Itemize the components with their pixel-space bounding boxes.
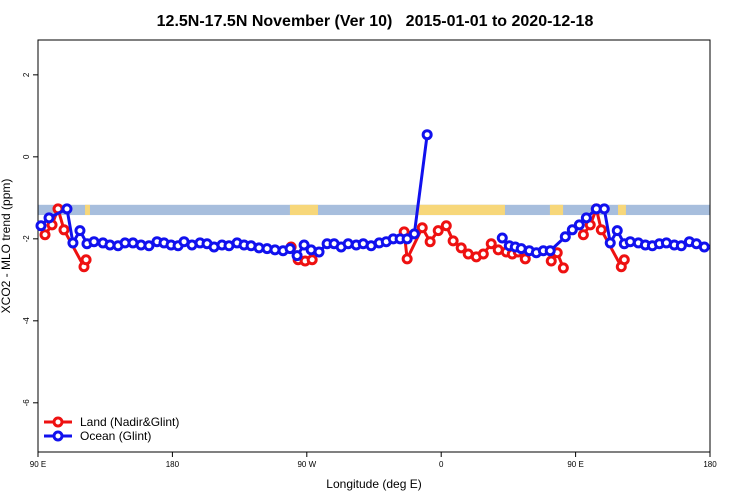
data-point	[291, 250, 303, 262]
land-span	[85, 204, 90, 216]
data-point	[595, 224, 607, 236]
data-point	[675, 240, 687, 252]
data-point	[611, 225, 623, 237]
data-point	[61, 203, 73, 215]
data-point	[421, 129, 433, 141]
land-span	[618, 204, 626, 216]
data-point	[80, 254, 92, 266]
y-axis-label: XCO2 - MLO trend (ppm)	[0, 179, 13, 314]
data-point	[559, 231, 571, 243]
data-point	[580, 212, 592, 224]
data-point	[604, 237, 616, 249]
data-point	[284, 243, 296, 255]
data-point	[544, 245, 556, 257]
land-span	[549, 204, 564, 216]
land-span	[289, 204, 318, 216]
plot-frame	[37, 39, 711, 453]
data-point	[313, 246, 325, 258]
data-point	[545, 255, 557, 267]
data-point	[432, 225, 444, 237]
data-point	[698, 241, 710, 253]
data-point	[447, 235, 459, 247]
data-point	[408, 228, 420, 240]
data-point	[577, 229, 589, 241]
data-point	[39, 229, 51, 241]
legend-marker	[52, 430, 64, 442]
x-tick-label: 180	[166, 460, 180, 469]
data-point	[401, 233, 413, 245]
ocean-band	[38, 204, 710, 216]
data-point	[477, 248, 489, 260]
data-point	[401, 253, 413, 265]
x-axis-label: Longitude (deg E)	[326, 477, 421, 491]
y-tick-label: 0	[22, 154, 31, 159]
data-point	[88, 236, 100, 248]
data-point	[74, 225, 86, 237]
legend-label: Ocean (Glint)	[80, 429, 151, 443]
data-point	[557, 262, 569, 274]
legend-marker	[52, 416, 64, 428]
data-point	[566, 224, 578, 236]
data-point	[519, 253, 531, 265]
x-tick-label: 0	[439, 460, 444, 469]
data-point	[43, 212, 55, 224]
data-point	[496, 232, 508, 244]
y-tick-label: -2	[22, 235, 31, 243]
data-point	[58, 224, 70, 236]
x-tick-label: 90 W	[297, 460, 316, 469]
land-span	[418, 204, 505, 216]
data-point	[455, 242, 467, 254]
data-point	[618, 254, 630, 266]
data-point	[598, 203, 610, 215]
x-tick-label: 90 E	[30, 460, 46, 469]
data-point	[35, 220, 47, 232]
y-tick-label: -4	[22, 317, 31, 325]
series-line	[39, 134, 429, 258]
y-tick-label: -6	[22, 399, 31, 407]
x-tick-label: 90 E	[567, 460, 583, 469]
data-point	[573, 219, 585, 231]
data-point	[416, 222, 428, 234]
x-tick-label: 180	[703, 460, 717, 469]
data-point	[485, 238, 497, 250]
data-point	[306, 254, 318, 266]
data-point	[298, 239, 310, 251]
y-tick-label: 2	[22, 72, 31, 77]
legend-label: Land (Nadir&Glint)	[80, 415, 179, 429]
data-point	[67, 237, 79, 249]
chart-title: 12.5N-17.5N November (Ver 10) 2015-01-01…	[157, 13, 594, 30]
data-point	[440, 220, 452, 232]
data-point	[143, 240, 155, 252]
data-point	[424, 236, 436, 248]
